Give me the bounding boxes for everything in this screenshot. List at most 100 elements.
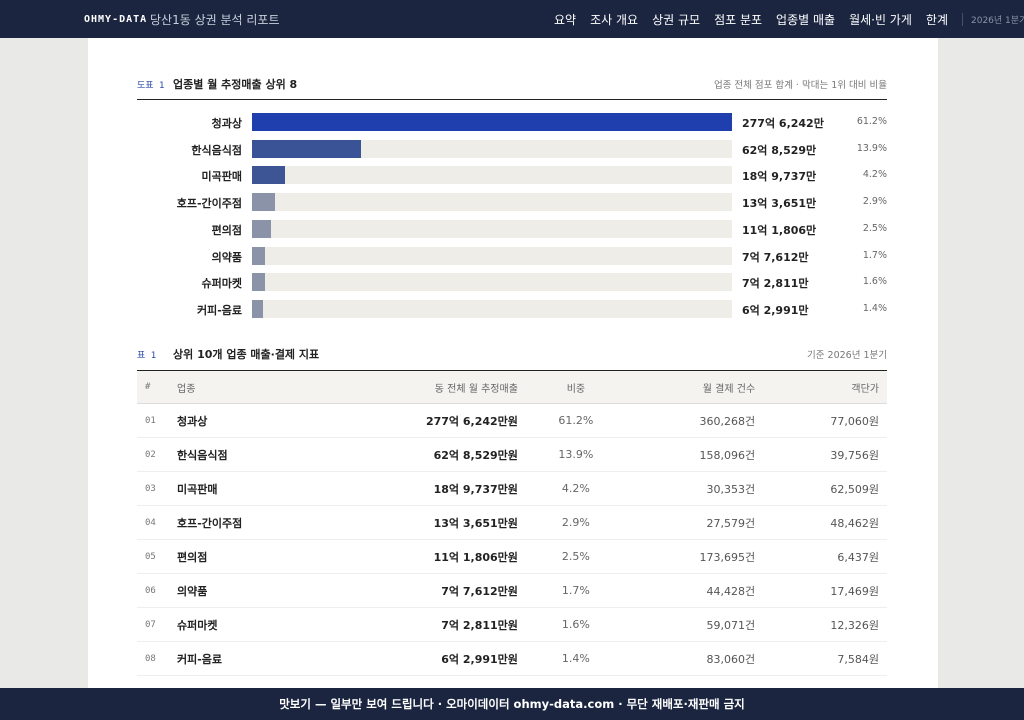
- table-cell: 6,437원: [763, 539, 887, 574]
- table-cell: 06: [137, 573, 169, 608]
- rule: [137, 99, 887, 100]
- nav-link[interactable]: 월세·빈 가게: [849, 12, 912, 27]
- category-label: 편의점: [211, 223, 242, 237]
- category-label: 의약품: [211, 250, 242, 264]
- figure-title: 업종별 월 추정매출 상위 8: [173, 78, 298, 91]
- bar-row: 청과상 277억 6,242만 61.2%: [88, 113, 938, 131]
- nav-link[interactable]: 상권 규모: [652, 12, 701, 27]
- figure-caption: 도표 1 업종별 월 추정매출 상위 8 업종 전체 점포 합계 · 막대는 1…: [137, 76, 887, 92]
- table-body: 01 청과상 277억 6,242만원 61.2% 360,268건 77,060원 02 한…: [137, 403, 887, 676]
- table-cell: 08: [137, 641, 169, 676]
- table-cell: 7억 2,811만원: [319, 607, 526, 642]
- table-cell: 83,060건: [625, 641, 764, 676]
- bar-track: [252, 166, 732, 185]
- table-cell: 7억 7,612만원: [319, 573, 526, 608]
- bar-track: [252, 273, 732, 292]
- nav-link[interactable]: 요약: [554, 12, 577, 27]
- bar-row: 슈퍼마켓 7억 2,811만 1.6%: [88, 273, 938, 292]
- table-cell: 1.7%: [525, 573, 626, 608]
- value-label: 13억 3,651만: [742, 197, 817, 211]
- bar-row: 한식음식점 62억 8,529만 13.9%: [88, 139, 938, 158]
- column-header: 비중: [525, 370, 626, 404]
- table-cell: 39,756원: [763, 437, 887, 472]
- bar-row: 커피-음료 6억 2,991만 1.4%: [88, 299, 938, 318]
- column-header: 동 전체 월 추정매출: [319, 370, 526, 404]
- table-cell: 커피-음료: [169, 641, 319, 676]
- table-row: 02 한식음식점 62억 8,529만원 13.9% 158,096건 39,756원: [137, 437, 887, 472]
- table-cell: 02: [137, 437, 169, 472]
- column-header: 업종: [169, 370, 319, 404]
- value-label: 62억 8,529만: [742, 143, 817, 157]
- table-title: 상위 10개 업종 매출·결제 지표: [173, 348, 320, 361]
- table-cell: 7,584원: [763, 641, 887, 676]
- table-cell: 2.9%: [525, 505, 626, 540]
- column-header: 객단가: [763, 370, 887, 404]
- table-cell: 48,462원: [763, 505, 887, 540]
- bar-row: 미곡판매 18억 9,737만 4.2%: [88, 166, 938, 185]
- bar-row: 편의점 11억 1,806만 2.5%: [88, 219, 938, 238]
- bar: [252, 246, 266, 265]
- table-cell: 13.9%: [525, 437, 626, 472]
- table-row: 06 의약품 7억 7,612만원 1.7% 44,428건 17,469원: [137, 573, 887, 608]
- share-label: 2.9%: [862, 196, 887, 208]
- value-label: 277억 6,242만: [742, 117, 824, 130]
- table-caption: 표 1 상위 10개 업종 매출·결제 지표 기준 2026년 1분기: [137, 346, 887, 362]
- nav-link[interactable]: 조사 개요: [590, 12, 639, 27]
- table-cell: 59,071건: [625, 607, 764, 642]
- table-cell: 13억 3,651만원: [319, 505, 526, 540]
- table-cell: 27,579건: [625, 505, 764, 540]
- category-label: 슈퍼마켓: [201, 277, 242, 291]
- table-cell: 360,268건: [625, 403, 764, 438]
- table-cell: 한식음식점: [169, 437, 319, 472]
- table-cell: 61.2%: [525, 403, 626, 438]
- column-header: #: [137, 370, 169, 404]
- table-cell: 44,428건: [625, 573, 764, 608]
- bar: [252, 273, 265, 292]
- bar: [252, 139, 361, 158]
- table-cell: 미곡판매: [169, 471, 319, 506]
- table-cell: 4.2%: [525, 471, 626, 506]
- share-label: 1.6%: [862, 276, 887, 288]
- category-label: 호프-간이주점: [176, 197, 242, 211]
- category-label: 청과상: [211, 117, 242, 130]
- table-cell: 03: [137, 471, 169, 506]
- data-table: # 업종 동 전체 월 추정매출 비중 월 결제 건수 객단가 01 청과상 277억 6,24…: [137, 370, 887, 676]
- table-row: 05 편의점 11억 1,806만원 2.5% 173,695건 6,437원: [137, 539, 887, 574]
- table-cell: 62,509원: [763, 471, 887, 506]
- nav-link[interactable]: 한계: [925, 12, 948, 27]
- nav-link[interactable]: 점포 분포: [714, 12, 763, 27]
- bar-track: [252, 113, 732, 131]
- table-row: 01 청과상 277억 6,242만원 61.2% 360,268건 77,060원: [137, 403, 887, 438]
- table-cell: 05: [137, 539, 169, 574]
- table-label: 표 1: [137, 350, 157, 361]
- bar-track: [252, 219, 732, 238]
- table-cell: 호프-간이주점: [169, 505, 319, 540]
- nav-links: 요약 조사 개요 상권 규모 점포 분포 업종별 매출 월세·빈 가게 한계 2026년 1분…: [554, 11, 1024, 28]
- footer: 맛보기 — 일부만 보여 드립니다 · 오마이데이터 ohmy-data.com…: [0, 688, 1024, 720]
- value-label: 11억 1,806만: [742, 223, 817, 237]
- category-label: 커피-음료: [196, 303, 242, 317]
- table-row: 03 미곡판매 18억 9,737만원 4.2% 30,353건 62,509원: [137, 471, 887, 506]
- table-cell: 슈퍼마켓: [169, 607, 319, 642]
- table-cell: 62억 8,529만원: [319, 437, 526, 472]
- bar-track: [252, 299, 732, 318]
- table-cell: 2.5%: [525, 539, 626, 574]
- bar: [252, 299, 263, 318]
- brand[interactable]: OHMY-DATA: [84, 13, 148, 25]
- value-label: 18억 9,737만: [742, 170, 817, 184]
- bar-row: 의약품 7억 7,612만 1.7%: [88, 246, 938, 265]
- table-cell: 의약품: [169, 573, 319, 608]
- nav-link[interactable]: 업종별 매출: [776, 12, 836, 27]
- period: 2026년 1분기: [962, 12, 1024, 26]
- nav-bar: OHMY-DATA 당산1동 상권 분석 리포트 요약 조사 개요 상권 규모 점포 …: [0, 0, 1024, 38]
- bar: [252, 219, 272, 238]
- table-cell: 30,353건: [625, 471, 764, 506]
- table-cell: 01: [137, 403, 169, 438]
- value-label: 6억 2,991만: [742, 303, 809, 317]
- figure-note: 업종 전체 점포 합계 · 막대는 1위 대비 비율: [713, 80, 887, 91]
- share-label: 1.4%: [862, 302, 887, 314]
- table-cell: 편의점: [169, 539, 319, 574]
- table-cell: 173,695건: [625, 539, 764, 574]
- category-label: 한식음식점: [191, 143, 242, 157]
